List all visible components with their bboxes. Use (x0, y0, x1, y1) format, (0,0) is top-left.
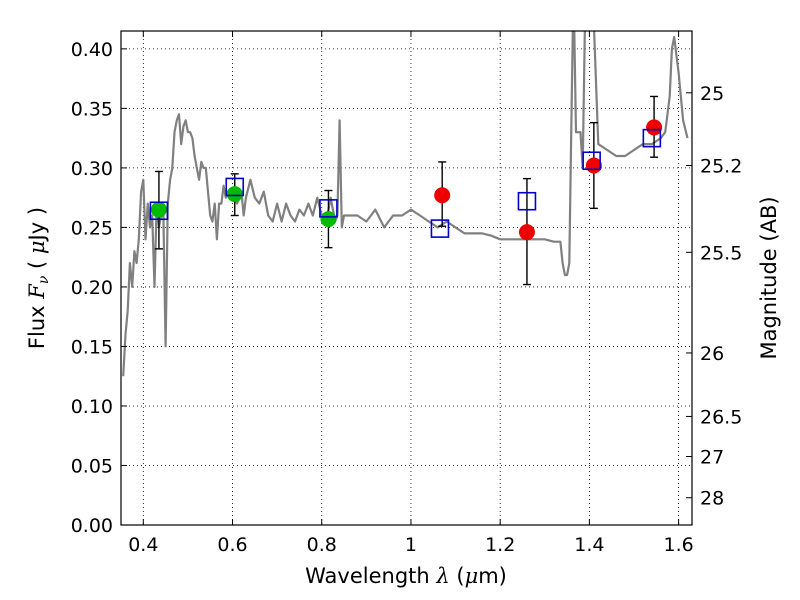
x-tick-label: 1.6 (664, 534, 694, 556)
model-point-square (517, 191, 537, 211)
x-tick-label: 1 (405, 534, 417, 556)
x-tick-label: 0.6 (217, 534, 247, 556)
model-point-square (430, 219, 450, 238)
spectrum-layer (122, 31, 689, 377)
data-point-red (585, 157, 602, 174)
mag-tick-label: 25 (700, 83, 724, 105)
mag-tick-label: 25.2 (700, 156, 742, 178)
y-tick-label: 0.10 (71, 396, 113, 418)
data-point-green (320, 211, 337, 228)
model-point-square (582, 151, 601, 171)
y-tick-label: 0.40 (71, 39, 113, 61)
y-axis-label: Flux Fν ( μJy ) (25, 207, 52, 349)
spectrum-line (122, 31, 689, 377)
axis-ticks: 0.4 0.6 0.8 1 1.2 1.4 1.6 0.00 0.05 0.10 0.15 0.20 0… (71, 31, 742, 556)
x-tick-label: 1.4 (574, 534, 604, 556)
data-point-red (646, 119, 663, 136)
y-tick-label: 0.00 (71, 515, 113, 537)
mag-tick-label: 28 (700, 488, 724, 510)
x-tick-label: 1.2 (485, 534, 515, 556)
data-point-red (518, 224, 535, 241)
y-tick-label: 0.30 (71, 158, 113, 180)
y-tick-label: 0.15 (71, 336, 113, 358)
model-point-square (149, 201, 169, 221)
data-point-red (434, 187, 451, 204)
y-tick-label: 0.20 (71, 277, 113, 299)
marker-layer (149, 119, 663, 241)
x-tick-label: 0.4 (128, 534, 158, 556)
model-point-square (642, 128, 662, 148)
mag-tick-label: 27 (700, 447, 724, 469)
plot-area (121, 31, 692, 525)
model-point-square (225, 177, 245, 197)
mag-tick-label: 26 (700, 343, 724, 365)
data-point-green (226, 186, 243, 203)
y-tick-label: 0.35 (71, 98, 113, 120)
mag-tick-label: 26.5 (700, 406, 742, 428)
plot-frame (120, 30, 693, 526)
y-tick-label: 0.25 (71, 217, 113, 239)
model-point-square (319, 199, 338, 218)
y-tick-label: 0.05 (71, 455, 113, 477)
data-point-green (150, 201, 167, 218)
mag-tick-label: 25.5 (700, 242, 742, 264)
y-right-axis-label: Magnitude (AB) (757, 196, 781, 359)
x-tick-label: 0.8 (307, 534, 337, 556)
x-axis-label: Wavelength λ (μm) (305, 564, 507, 588)
